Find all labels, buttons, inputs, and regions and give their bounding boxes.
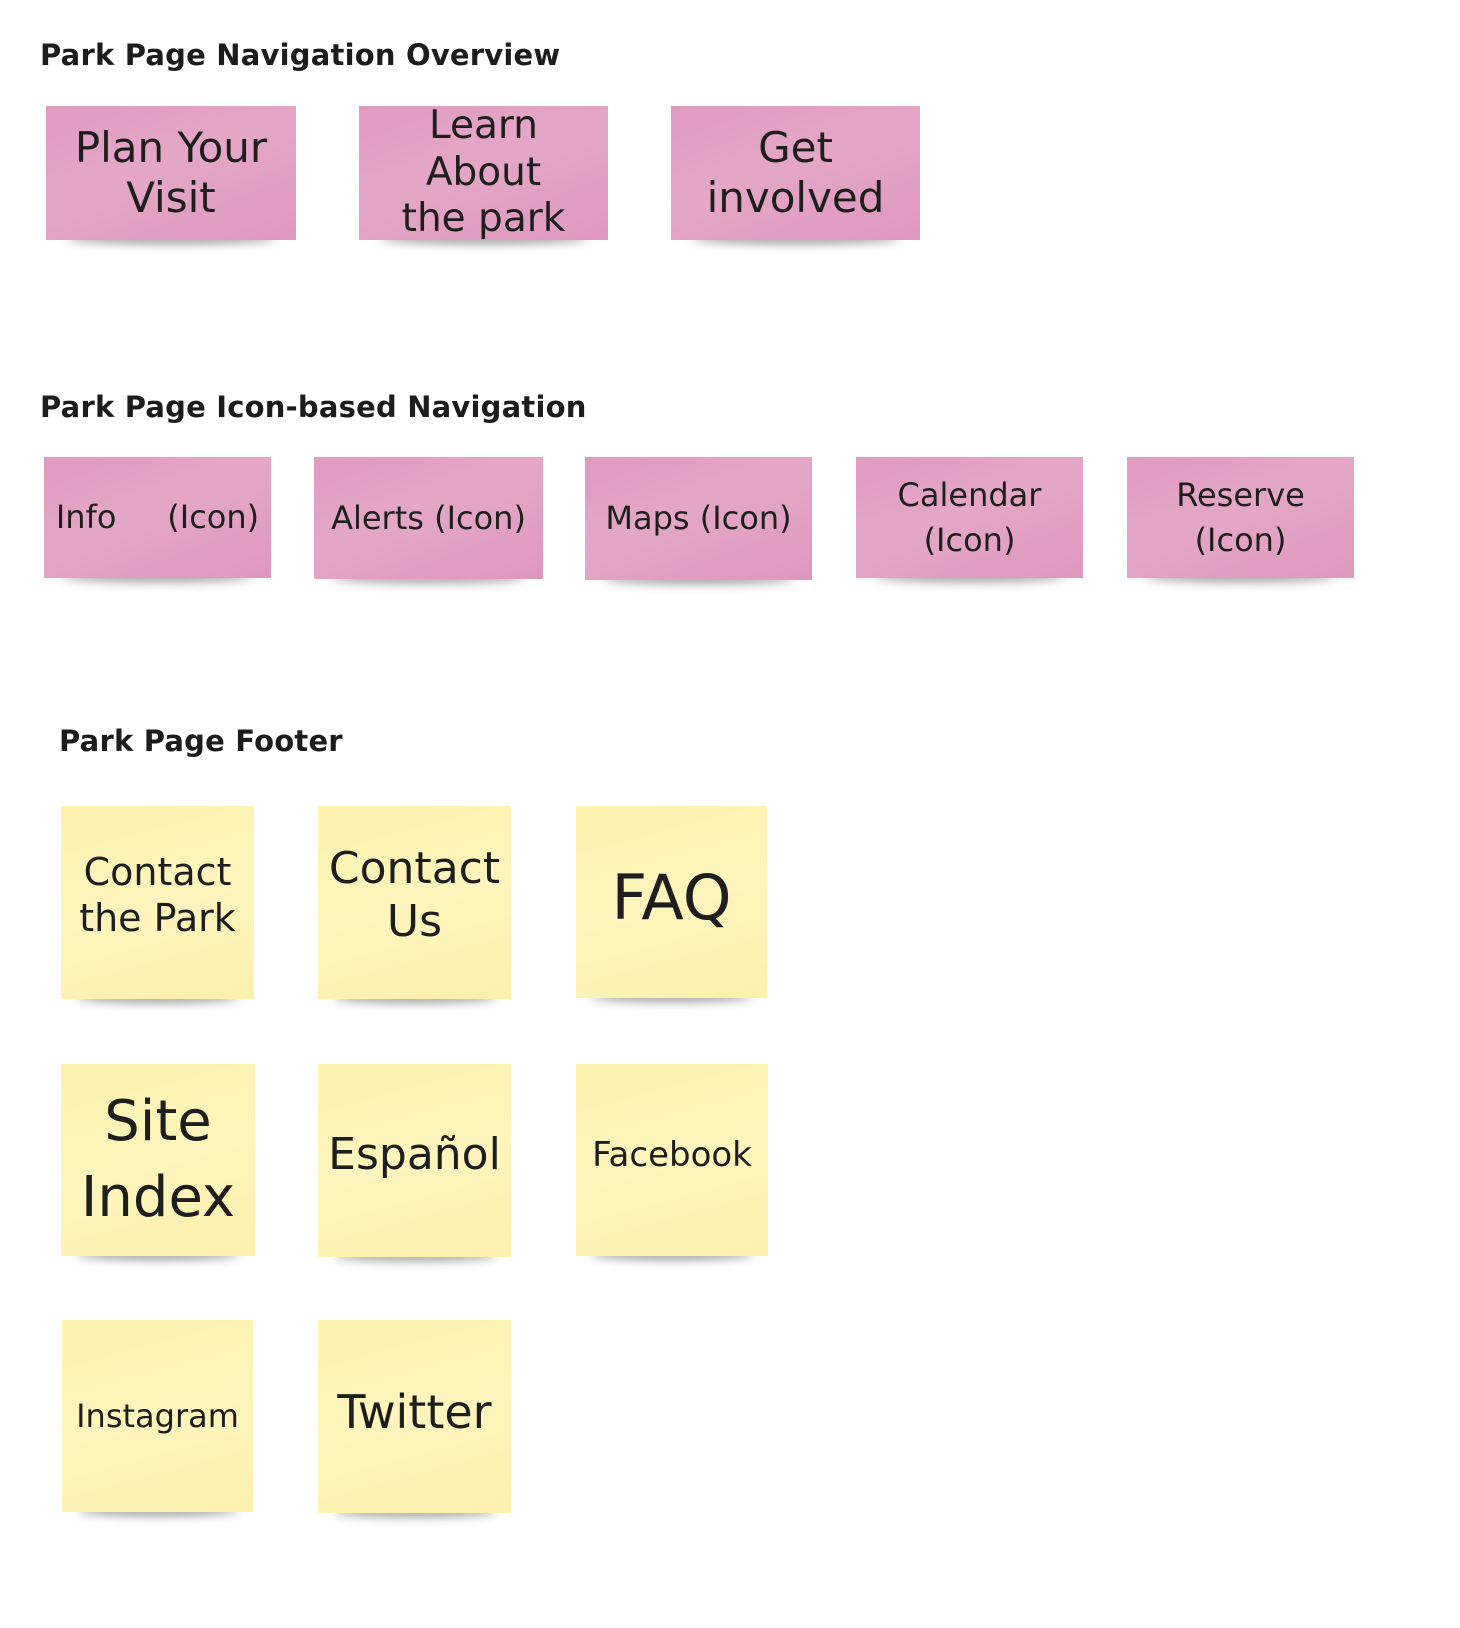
overview-heading: Park Page Navigation Overview bbox=[40, 38, 561, 72]
sticky-note-facebook[interactable]: Facebook bbox=[576, 1064, 768, 1256]
sticky-note-instagram[interactable]: Instagram bbox=[62, 1320, 253, 1512]
sticky-note-plan-your-visit[interactable]: Plan Your Visit bbox=[46, 106, 296, 240]
sticky-note-info-icon[interactable]: Info (Icon) bbox=[44, 457, 271, 578]
note-text: Site Index bbox=[80, 1089, 236, 1230]
sticky-note-espanol[interactable]: Español bbox=[318, 1064, 511, 1257]
note-text: Instagram bbox=[76, 1396, 239, 1435]
note-text: Twitter bbox=[337, 1384, 492, 1439]
sticky-note-site-index[interactable]: Site Index bbox=[61, 1064, 255, 1256]
note-text: Español bbox=[328, 1129, 501, 1181]
sticky-note-maps-icon[interactable]: Maps (Icon) bbox=[585, 457, 812, 580]
note-text: FAQ bbox=[611, 860, 732, 934]
note-text: Alerts (Icon) bbox=[331, 498, 526, 537]
note-text: Facebook bbox=[592, 1134, 752, 1175]
sticky-note-calendar-icon[interactable]: Calendar (Icon) bbox=[856, 457, 1083, 578]
note-text: Plan Your Visit bbox=[74, 122, 268, 222]
note-text: Maps (Icon) bbox=[605, 499, 792, 538]
note-text: Calendar (Icon) bbox=[897, 475, 1042, 559]
note-text: Contact the Park bbox=[79, 849, 236, 940]
sticky-note-faq[interactable]: FAQ bbox=[576, 806, 767, 998]
sticky-note-contact-the-park[interactable]: Contact the Park bbox=[61, 806, 254, 999]
icon-nav-heading: Park Page Icon-based Navigation bbox=[40, 390, 587, 424]
note-text: Reserve (Icon) bbox=[1176, 475, 1305, 559]
note-text: Get involved bbox=[706, 122, 885, 222]
note-text: Learn About the park bbox=[401, 102, 566, 242]
footer-heading: Park Page Footer bbox=[59, 724, 343, 758]
sticky-note-alerts-icon[interactable]: Alerts (Icon) bbox=[314, 457, 543, 579]
sticky-note-twitter[interactable]: Twitter bbox=[318, 1320, 511, 1513]
note-text: Contact Us bbox=[328, 842, 501, 947]
sticky-note-reserve-icon[interactable]: Reserve (Icon) bbox=[1127, 457, 1354, 578]
sticky-note-learn-about-the-park[interactable]: Learn About the park bbox=[359, 102, 608, 242]
sticky-note-contact-us[interactable]: Contact Us bbox=[318, 806, 511, 999]
note-text: Info (Icon) bbox=[55, 498, 260, 537]
sticky-note-get-involved[interactable]: Get involved bbox=[671, 106, 920, 240]
